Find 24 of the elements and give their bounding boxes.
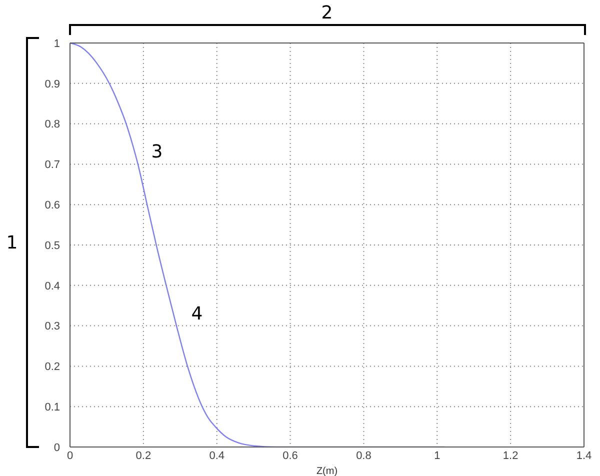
x-tick-label: 0.4 — [209, 450, 225, 462]
y-tick-label: 0.8 — [44, 118, 60, 131]
y-tick-label: 0.4 — [44, 280, 60, 292]
y-tick-label: 0.7 — [44, 159, 60, 172]
x-tick-label: 1.4 — [576, 450, 592, 462]
text: 2 — [321, 2, 333, 24]
y-tick-label: 0 — [54, 442, 60, 454]
y-tick-label: 0.6 — [44, 200, 60, 212]
x-axis-title: Z(m) — [316, 466, 338, 476]
y-tick-label: 0.2 — [44, 361, 60, 374]
x-tick-label: 1.2 — [502, 450, 518, 462]
x-tick-label: 0.2 — [136, 450, 152, 462]
x-tick-label: 0 — [66, 450, 74, 462]
text: 1 — [6, 232, 18, 254]
annotation: 3 — [151, 142, 163, 162]
y-tick-label: 0.3 — [44, 320, 60, 333]
y-tick-label: 0.9 — [44, 78, 60, 90]
y-tick-label: 0.5 — [44, 240, 60, 252]
y-tick-label: 0.1 — [44, 402, 60, 414]
annotation: 4 — [191, 304, 203, 324]
x-tick-label: 0.6 — [282, 450, 298, 462]
x-tick-label: 1 — [434, 450, 440, 462]
y-tick-label: 1 — [54, 38, 60, 50]
x-tick-label: 0.8 — [356, 450, 372, 462]
